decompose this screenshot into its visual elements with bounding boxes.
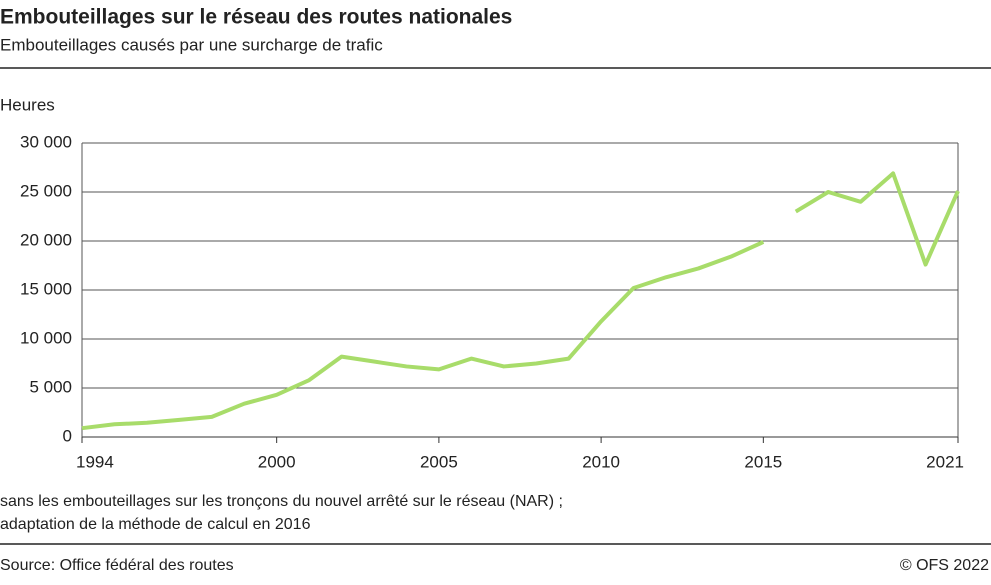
- y-tick-label: 15 000: [20, 279, 72, 298]
- chart-title: Embouteillages sur le réseau des routes …: [0, 6, 512, 29]
- y-tick-label: 30 000: [20, 132, 72, 151]
- line-series: [81, 240, 765, 431]
- y-tick-label: 5 000: [29, 377, 72, 396]
- line-series: [794, 171, 960, 267]
- y-tick-label: 10 000: [20, 328, 72, 347]
- y-tick-label: 0: [63, 426, 72, 445]
- copyright: © OFS 2022: [900, 557, 989, 574]
- note: adaptation de la méthode de calcul en 20…: [0, 516, 311, 533]
- x-tick-label: 2010: [582, 452, 620, 471]
- source: Source: Office fédéral des routes: [0, 557, 234, 574]
- x-tick-label: 2005: [420, 452, 458, 471]
- chart-subtitle: Embouteillages causés par une surcharge …: [0, 35, 383, 54]
- x-tick-label: 2000: [258, 452, 296, 471]
- x-tick-label: 2015: [744, 452, 782, 471]
- y-tick-label: 20 000: [20, 230, 72, 249]
- y-tick-label: 25 000: [20, 181, 72, 200]
- x-tick-label: 2021: [926, 452, 964, 471]
- x-tick-label: 1994: [76, 452, 114, 471]
- y-axis-label: Heures: [0, 95, 55, 114]
- note: sans les embouteillages sur les tronçons…: [0, 493, 563, 510]
